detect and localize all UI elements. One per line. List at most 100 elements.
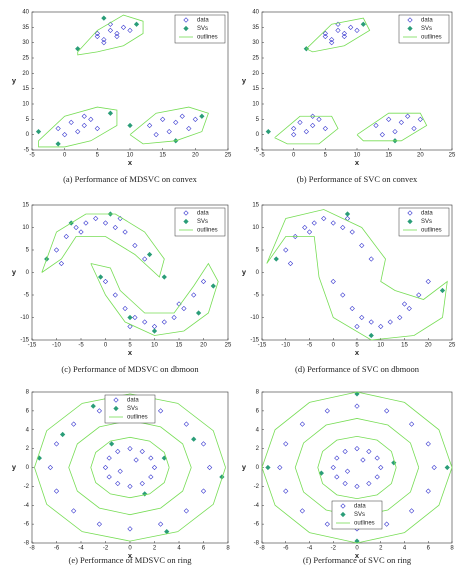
y-axis-label: y [12,267,17,276]
outline [34,393,226,542]
data-point [334,455,340,461]
data-point [94,33,100,40]
data-point [158,521,164,527]
x-axis-label: x [128,158,133,167]
data-point [127,446,133,452]
data-point [94,30,100,37]
data-point [322,30,328,37]
sv-point [344,211,351,217]
panel: -5 0 5 10 15 20 25 -5 0 5 10 15 20 25 30 35 40 x y (a) Perf… [12,10,232,184]
data-point [417,116,423,122]
data-point [127,483,133,489]
legend-label: outlines [421,35,442,41]
sv-point [273,256,279,262]
sv-point [354,391,360,397]
data-point [354,483,360,489]
x-axis-label: x [355,158,360,167]
y-tick-label: -10 [250,315,259,321]
y-tick-label: 5 [256,248,260,254]
legend-label: data [197,211,209,217]
data-point [106,474,112,480]
caption: (b) Performance of SVC on convex [297,174,418,184]
data-point [47,464,53,471]
data-point [148,455,154,461]
sv-point [146,251,153,258]
data-point [71,421,77,427]
data-point [94,125,100,132]
data-point [341,30,347,37]
x-tick-label: 5 [128,343,132,349]
data-point [425,278,431,285]
data-point [349,305,355,312]
x-tick-label: 6 [202,546,206,552]
data-point [133,457,139,463]
data-point [171,314,177,321]
data-point [115,448,121,455]
x-tick-label: 15 [385,153,392,159]
legend-swatch [113,397,119,403]
legend-label: outlines [354,521,375,527]
data-point [58,260,65,267]
legend-swatch [407,17,413,23]
x-tick-label: 6 [427,546,431,552]
legend-label: data [421,211,433,217]
data-point [306,229,313,235]
data-point [384,521,390,527]
x-tick-label: 0 [355,546,359,552]
data-point [186,125,192,132]
data-point [416,292,422,298]
data-point [405,113,411,119]
legend-swatch [407,210,413,216]
data-point [73,224,79,231]
x-tick-label: -5 [259,153,265,159]
data-point [158,408,164,414]
data-point [378,323,384,330]
data-point [297,119,303,126]
sv-point [444,464,450,471]
legend-label: outlines [127,415,148,421]
data-point [302,224,308,231]
legend-label: outlines [421,228,442,234]
y-tick-label: -6 [254,522,260,528]
data-point [366,448,372,455]
data-point [68,119,74,126]
y-tick-label: 0 [26,465,30,471]
data-point [366,480,372,487]
sv-point [97,274,104,280]
y-tick-label: -8 [24,541,30,547]
data-point [291,132,297,138]
legend-label: SVs [197,219,208,225]
data-point [368,256,374,262]
x-tick-label: -2 [331,546,337,552]
sv-point [133,21,140,27]
x-tick-label: 10 [127,153,134,159]
data-point [101,40,107,46]
x-tick-label: -4 [307,546,313,552]
x-tick-label: 20 [425,343,432,349]
panel: -8 -6 -4 -2 0 2 4 6 8 -8 -6 -4 -2 0 2 4 6 8 x y (f) Performa… [242,390,454,565]
y-tick-label: 30 [252,40,259,46]
data-point [62,132,68,138]
data-point [354,403,360,409]
legend-box [398,14,450,44]
data-point [409,421,415,427]
y-tick-label: 10 [22,225,29,231]
data-point [335,27,341,34]
legend-swatch [183,17,189,23]
outline [41,213,219,336]
x-tick-label: -5 [29,153,35,159]
x-tick-label: 15 [159,153,166,159]
data-point [374,474,380,480]
data-point [360,457,366,463]
y-tick-label: 10 [252,102,259,108]
x-tick-label: 25 [449,153,456,159]
data-point [101,36,107,43]
y-tick-label: 15 [22,203,29,209]
y-tick-label: 5 [26,248,30,254]
y-axis-label: y [12,462,17,471]
data-point [292,233,298,240]
data-point [374,455,380,461]
data-point [277,464,283,471]
legend-box [398,207,450,237]
data-point [310,113,316,119]
